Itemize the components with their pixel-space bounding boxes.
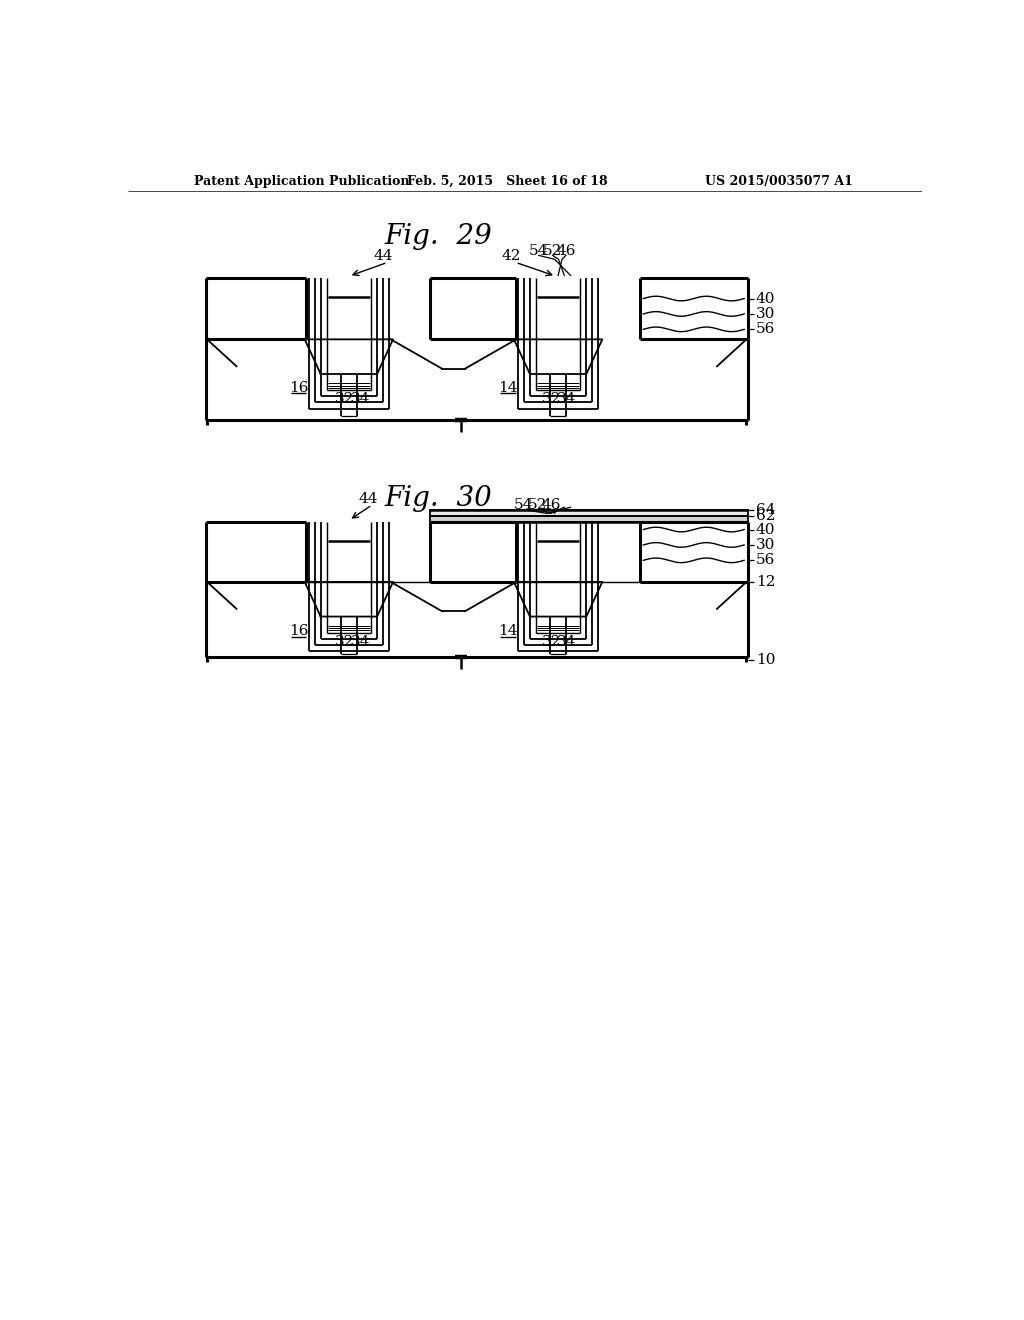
Text: 16: 16 bbox=[289, 381, 308, 395]
Text: 44: 44 bbox=[358, 492, 378, 506]
Text: 56: 56 bbox=[756, 553, 775, 568]
Text: 16: 16 bbox=[289, 624, 308, 638]
Text: 52: 52 bbox=[527, 498, 547, 512]
Text: 44: 44 bbox=[374, 249, 393, 263]
Text: 56: 56 bbox=[756, 322, 775, 337]
Text: 62: 62 bbox=[756, 508, 775, 523]
Text: Feb. 5, 2015   Sheet 16 of 18: Feb. 5, 2015 Sheet 16 of 18 bbox=[408, 176, 608, 187]
Text: 54: 54 bbox=[514, 498, 532, 512]
Text: 12: 12 bbox=[756, 576, 775, 589]
Text: 32: 32 bbox=[335, 392, 354, 405]
Text: 34: 34 bbox=[557, 635, 577, 649]
Text: 34: 34 bbox=[351, 635, 371, 649]
Text: 52: 52 bbox=[543, 244, 562, 257]
Bar bbox=[430, 510, 748, 516]
Text: 14: 14 bbox=[498, 381, 517, 395]
Text: 30: 30 bbox=[756, 539, 775, 552]
Text: Patent Application Publication: Patent Application Publication bbox=[194, 176, 410, 187]
Text: 46: 46 bbox=[542, 498, 561, 512]
Text: 46: 46 bbox=[556, 244, 575, 257]
Text: 32: 32 bbox=[542, 635, 561, 649]
Text: 64: 64 bbox=[756, 503, 775, 516]
Text: 32: 32 bbox=[542, 392, 561, 405]
Text: 40: 40 bbox=[756, 523, 775, 536]
Text: 10: 10 bbox=[756, 652, 775, 667]
Text: 34: 34 bbox=[557, 392, 577, 405]
Text: 32: 32 bbox=[335, 635, 354, 649]
Text: 42: 42 bbox=[502, 249, 521, 263]
Text: US 2015/0035077 A1: US 2015/0035077 A1 bbox=[705, 176, 853, 187]
Text: 34: 34 bbox=[351, 392, 371, 405]
Text: 54: 54 bbox=[529, 244, 549, 257]
Text: 40: 40 bbox=[756, 292, 775, 305]
Text: 30: 30 bbox=[756, 308, 775, 321]
Text: Fig.  30: Fig. 30 bbox=[384, 486, 492, 512]
Text: 14: 14 bbox=[498, 624, 517, 638]
Bar bbox=[430, 516, 748, 521]
Text: Fig.  29: Fig. 29 bbox=[384, 223, 492, 251]
